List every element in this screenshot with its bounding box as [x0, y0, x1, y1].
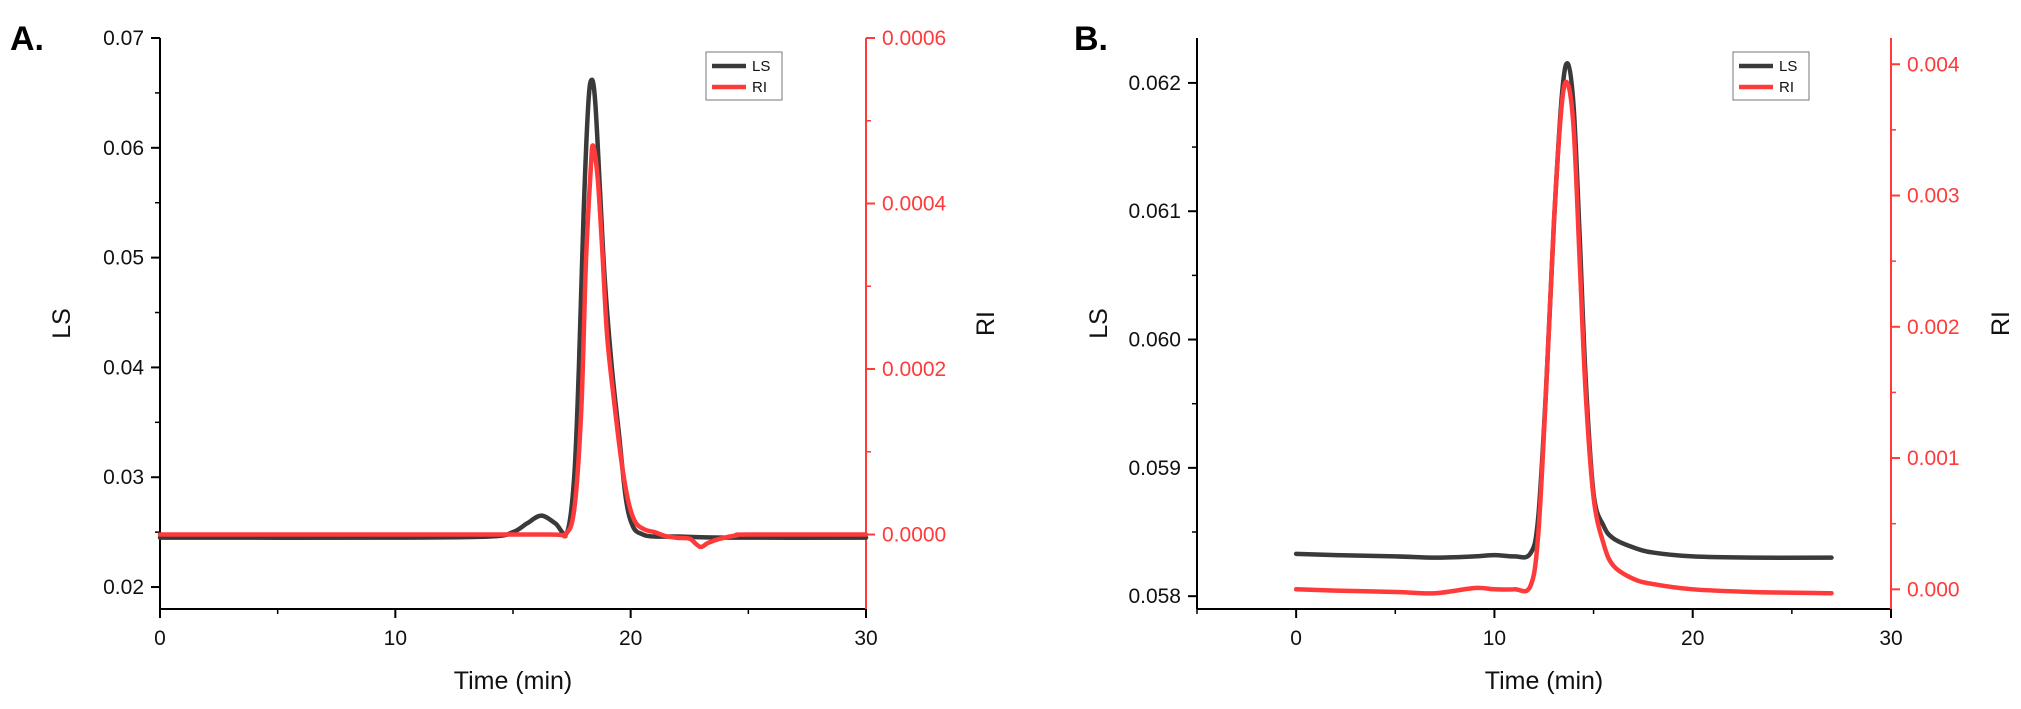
- chart-panel-a: A. 0 10 20 30 0.02 0.03 0.04 0.05 0.06 0.07 0.0000 0…: [10, 20, 1000, 695]
- left-y-tick-label: 0.04: [103, 356, 144, 379]
- legend-box: [705, 51, 783, 101]
- x-tick-label: 10: [384, 627, 407, 650]
- right-y-tick-label: 0.002: [1907, 316, 1960, 339]
- x-tick-label: 0: [154, 627, 166, 650]
- right-y-tick-label: 0.0004: [882, 193, 947, 216]
- x-axis-label: Time (min): [454, 667, 573, 695]
- right-y-tick-label: 0.001: [1907, 447, 1960, 470]
- left-y-tick-label: 0.07: [103, 27, 144, 50]
- x-tick-label: 0: [1290, 627, 1302, 650]
- left-y-tick-label: 0.06: [103, 137, 144, 160]
- legend-label-ls: LS: [752, 58, 770, 75]
- x-axis-label: Time (min): [1485, 667, 1604, 695]
- right-y-tick-label: 0.0006: [882, 27, 946, 50]
- chart-panel-b: B. 0 10 20 30 0.058 0.059 0.060 0.061 0.062 0.000 0…: [1074, 20, 2015, 695]
- x-tick-label: 20: [619, 627, 642, 650]
- series-line-ri: [1293, 79, 1834, 596]
- left-y-axis-label: LS: [1085, 308, 1113, 339]
- panel-label: A.: [10, 20, 44, 58]
- right-y-tick-label: 0.004: [1907, 53, 1960, 76]
- left-y-tick-label: 0.060: [1128, 329, 1181, 352]
- x-tick-label: 10: [1483, 627, 1506, 650]
- right-y-tick-label: 0.003: [1907, 185, 1960, 208]
- left-y-tick-label: 0.03: [103, 466, 144, 489]
- left-y-tick-label: 0.061: [1128, 200, 1181, 223]
- left-y-tick-label: 0.062: [1128, 72, 1181, 95]
- x-tick-label: 30: [854, 627, 877, 650]
- legend-label-ls: LS: [1779, 58, 1797, 75]
- series-line-ls: [157, 77, 869, 540]
- left-y-tick-label: 0.05: [103, 247, 144, 270]
- right-y-tick-label: 0.0000: [882, 524, 946, 547]
- legend-label-ri: RI: [752, 79, 767, 96]
- series-line-ls: [1293, 61, 1834, 561]
- legend-label-ri: RI: [1779, 79, 1794, 96]
- right-y-tick-label: 0.0002: [882, 358, 946, 381]
- left-y-tick-label: 0.058: [1128, 585, 1181, 608]
- legend: LS RI: [705, 51, 783, 101]
- left-y-tick-label: 0.059: [1128, 457, 1181, 480]
- legend: LS RI: [1732, 51, 1810, 101]
- legend-box: [1732, 51, 1810, 101]
- left-y-axis-label: LS: [48, 308, 76, 339]
- series-line-ri: [157, 143, 869, 550]
- x-tick-label: 30: [1879, 627, 1902, 650]
- right-y-axis-label: RI: [972, 311, 1000, 336]
- x-tick-label: 20: [1681, 627, 1704, 650]
- right-y-tick-label: 0.000: [1907, 578, 1960, 601]
- left-y-tick-label: 0.02: [103, 576, 144, 599]
- panel-label: B.: [1074, 20, 1108, 58]
- right-y-axis-label: RI: [1987, 311, 2015, 336]
